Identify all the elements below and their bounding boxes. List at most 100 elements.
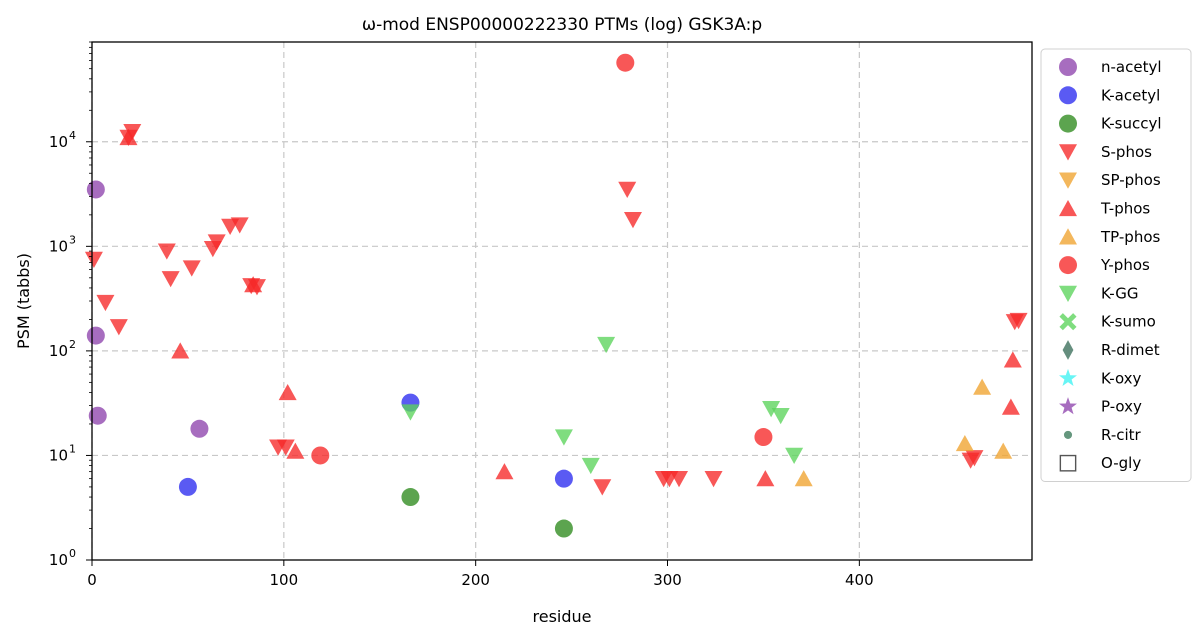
point-k-gg [554,429,573,446]
legend-box [1040,48,1192,482]
point-s-phos [84,251,103,268]
legend-marker-o-gly [1059,454,1077,472]
legend-label-o-gly: O-gly [1101,454,1141,472]
legend-label-tp-phos: TP-phos [1100,228,1160,246]
y-tick-exponent: 1 [69,442,76,455]
point-k-succyl [401,488,420,507]
point-k-acetyl [554,469,573,488]
legend-label-k-succyl: K-succyl [1101,115,1162,133]
y-tick-label: 10 [49,237,68,255]
y-tick-exponent: 4 [69,129,76,142]
point-s-phos [618,181,637,198]
point-t-phos [244,276,263,293]
point-s-phos [230,217,249,234]
point-k-gg [785,447,804,464]
legend-marker-k-succyl [1059,114,1077,133]
y-tick-label: 10 [49,551,68,569]
point-t-phos [495,463,514,480]
legend-label-k-gg: K-GG [1101,284,1138,302]
point-t-phos [756,470,775,487]
legend-label-t-phos: T-phos [1100,200,1150,218]
point-k-gg [401,404,420,421]
x-tick-label: 100 [270,571,299,589]
legend-marker-y-phos [1059,256,1077,275]
legend-marker-t-phos [1059,199,1077,217]
y-tick-exponent: 2 [69,338,76,351]
y-axis-label: PSM (tabbs) [14,253,33,349]
legend-label-y-phos: Y-phos [1100,256,1150,274]
point-tp-phos [973,378,992,395]
y-tick-label: 10 [49,342,68,360]
point-s-phos [1009,312,1028,330]
point-s-phos [157,243,176,260]
point-s-phos [109,319,128,336]
legend-marker-p-oxy [1059,397,1077,415]
legend-label-s-phos: S-phos [1101,143,1152,161]
point-tp-phos [794,470,813,487]
point-s-phos [593,479,612,496]
point-y-phos [754,428,773,447]
point-t-phos [286,442,305,459]
point-tp-phos [955,434,974,452]
x-tick-label: 200 [461,571,490,589]
legend-label-sp-phos: SP-phos [1101,171,1161,189]
point-t-phos [278,383,297,401]
point-t-phos [119,128,138,146]
point-y-phos [616,53,635,72]
legend-marker-r-dimet [1062,340,1074,360]
point-k-acetyl [178,477,197,496]
legend-label-k-sumo: K-sumo [1101,313,1156,331]
legend-marker-k-oxy [1059,368,1077,386]
legend-label-k-acetyl: K-acetyl [1101,86,1160,104]
point-s-phos [276,439,295,456]
x-tick-label: 0 [87,571,97,589]
legend-marker-k-sumo [1059,313,1077,331]
point-t-phos [171,342,190,359]
y-tick-exponent: 3 [69,233,76,246]
point-k-gg [771,408,790,425]
legend-marker-k-gg [1059,285,1077,302]
point-s-phos [182,260,201,277]
legend: n-acetyl K-acetyl K-succyl S-phos SP-phos T-p… [1040,48,1192,482]
point-n-acetyl [86,326,105,345]
point-s-phos [623,211,642,229]
point-k-succyl [554,519,573,538]
legend-marker-n-acetyl [1059,58,1077,76]
point-s-phos [704,470,723,488]
y-tick-label: 10 [49,446,68,464]
point-t-phos [1003,351,1022,368]
y-tick-label: 10 [49,133,68,151]
chart-title: ω-mod ENSP00000222330 PTMs (log) GSK3A:p [362,15,762,35]
y-tick-exponent: 0 [69,547,76,560]
point-s-phos [965,450,984,467]
point-n-acetyl [86,180,105,199]
x-axis-label: residue [533,607,592,626]
point-n-acetyl [88,406,107,425]
legend-marker-s-phos [1059,144,1077,161]
point-tp-phos [994,442,1013,459]
point-s-phos [161,271,180,288]
point-s-phos [207,234,226,251]
legend-label-p-oxy: P-oxy [1101,398,1142,416]
point-y-phos [311,446,330,465]
x-tick-label: 400 [845,571,874,589]
legend-marker-k-acetyl [1059,86,1077,105]
point-k-gg [597,336,616,354]
legend-label-n-acetyl: n-acetyl [1101,58,1162,76]
legend-label-r-dimet: R-dimet [1101,341,1160,359]
point-k-gg [762,401,781,418]
legend-marker-tp-phos [1059,228,1077,245]
legend-label-r-citr: R-citr [1101,426,1142,444]
legend-marker-r-citr [1063,430,1073,439]
point-t-phos [1001,398,1020,415]
x-tick-label: 300 [653,571,682,589]
point-s-phos [123,123,142,141]
point-s-phos [96,294,115,312]
legend-marker-sp-phos [1059,172,1077,189]
data-markers [84,53,1028,538]
point-s-phos [670,470,689,488]
point-k-gg [581,457,600,475]
